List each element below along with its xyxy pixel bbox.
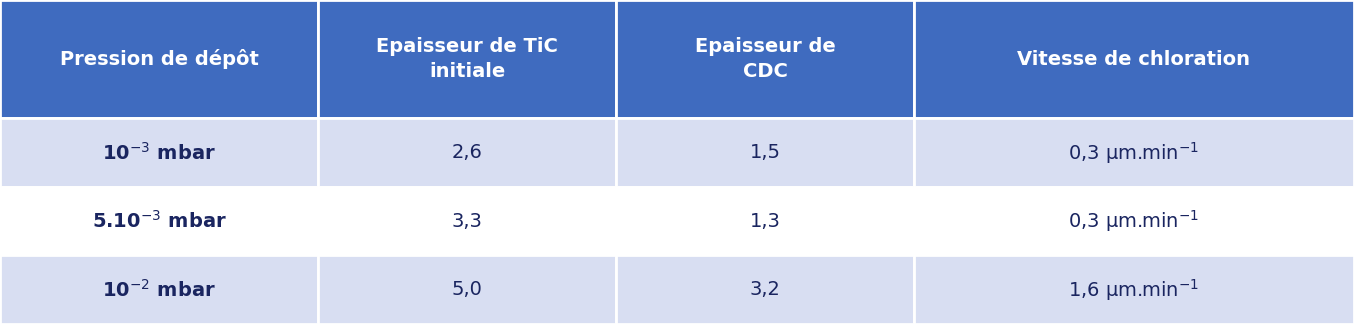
Text: Epaisseur de
CDC: Epaisseur de CDC [695,37,835,81]
Bar [616,118,914,187]
Text: 0,3 μm.min$^{-1}$: 0,3 μm.min$^{-1}$ [1068,208,1200,234]
Text: Vitesse de chloration: Vitesse de chloration [1017,50,1251,69]
Text: 10$^{-3}$ mbar: 10$^{-3}$ mbar [102,142,217,164]
Bar [914,118,1354,187]
Bar [616,255,914,324]
Text: 5,0: 5,0 [452,280,482,299]
Bar [318,187,616,255]
Bar [318,255,616,324]
Text: 0,3 μm.min$^{-1}$: 0,3 μm.min$^{-1}$ [1068,140,1200,166]
Bar [0,187,318,255]
Bar [0,255,318,324]
Bar [616,0,914,118]
Text: 1,5: 1,5 [750,143,780,162]
Bar [318,0,616,118]
Bar [0,0,318,118]
Bar [616,187,914,255]
Text: Epaisseur de TiC
initiale: Epaisseur de TiC initiale [376,37,558,81]
Text: 10$^{-2}$ mbar: 10$^{-2}$ mbar [102,279,217,301]
Bar [318,118,616,187]
Bar [914,0,1354,118]
Text: 2,6: 2,6 [452,143,482,162]
Bar [0,118,318,187]
Text: 1,6 μm.min$^{-1}$: 1,6 μm.min$^{-1}$ [1068,277,1200,303]
Text: Pression de dépôt: Pression de dépôt [60,49,259,69]
Text: 5.10$^{-3}$ mbar: 5.10$^{-3}$ mbar [92,210,226,232]
Bar [914,255,1354,324]
Bar [914,187,1354,255]
Text: 3,2: 3,2 [750,280,780,299]
Text: 1,3: 1,3 [750,212,780,231]
Text: 3,3: 3,3 [452,212,482,231]
